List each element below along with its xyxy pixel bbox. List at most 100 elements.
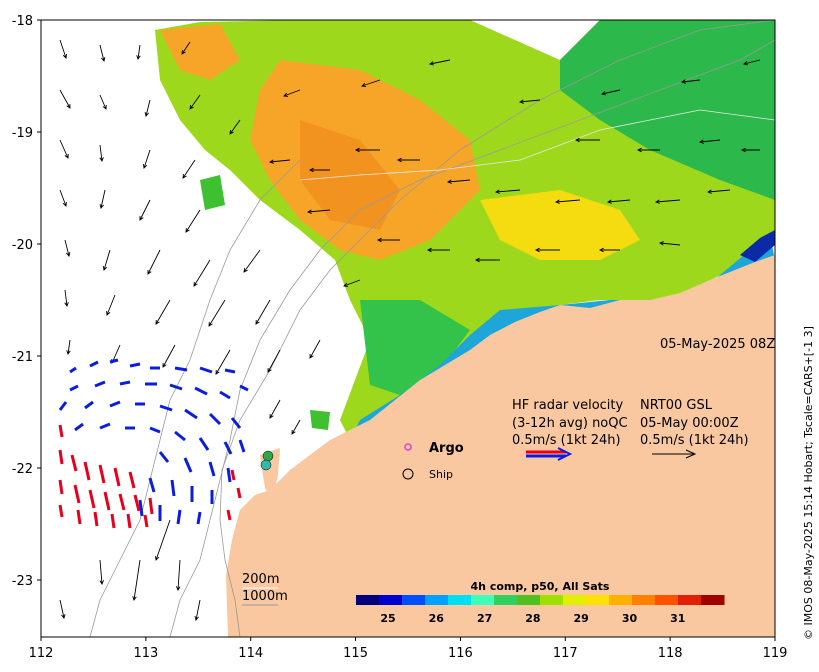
model-arrow [655, 199, 681, 204]
model-arrow [255, 299, 271, 325]
model-arrow [601, 89, 621, 96]
model-arrow [307, 209, 331, 214]
radar-vector [194, 386, 208, 396]
model-arrow [291, 419, 301, 435]
radar-vector [230, 417, 242, 429]
colorbar-swatch [402, 595, 426, 605]
colorbar-swatch [586, 595, 610, 605]
hf-radar-vectors-blue [58, 358, 249, 525]
argo-marker-icon [404, 443, 412, 451]
y-tick-label: -22 [12, 462, 33, 477]
radar-vector [208, 412, 222, 426]
ship-marker-icon [402, 468, 414, 480]
sst-colorbar [356, 595, 725, 605]
model-arrow [99, 44, 106, 62]
radar-vector [58, 424, 64, 438]
australian-coastline-land [226, 255, 775, 637]
radar-vector [238, 439, 246, 453]
colorbar-ticks: 25 26 27 28 29 30 31 [380, 612, 685, 625]
colorbar-swatch [701, 595, 725, 605]
hf-legend-line2: (3-12h avg) noQC [512, 416, 628, 431]
radar-vector [159, 404, 173, 412]
model-arrow [309, 339, 321, 359]
model-arrow [599, 247, 620, 253]
radar-vector [110, 513, 116, 529]
model-arrow [66, 339, 71, 355]
model-arrow [397, 157, 420, 163]
model-arrow [59, 599, 66, 619]
x-tick-label: 115 [343, 646, 368, 661]
hf-radar-vectors-red [58, 424, 242, 529]
model-arrow [142, 149, 151, 169]
colorbar-tick-label: 30 [622, 612, 638, 625]
model-arrow [475, 257, 500, 263]
radar-vector [219, 390, 231, 400]
model-arrow [189, 94, 201, 110]
y-tick-label: -19 [12, 126, 33, 141]
model-arrow [64, 289, 69, 307]
nrt-legend-arrow [652, 449, 697, 459]
radar-vector [58, 449, 64, 465]
model-arrow [269, 159, 291, 164]
model-arrow [267, 349, 281, 373]
model-arrow [215, 349, 231, 375]
model-arrow [269, 399, 281, 419]
radar-vector [76, 509, 82, 525]
radar-vector [224, 368, 236, 374]
colorbar-swatch [540, 595, 564, 605]
x-tick-label: 114 [238, 646, 263, 661]
model-arrow [99, 189, 106, 209]
model-arrow [64, 239, 71, 257]
model-arrow [555, 199, 581, 204]
radar-vector [84, 400, 94, 410]
model-arrow [607, 199, 631, 204]
model-arrow [283, 89, 301, 97]
model-arrow [155, 299, 171, 325]
colorbar-swatch [356, 595, 380, 605]
model-arrow [229, 119, 241, 135]
radar-vector [69, 366, 77, 374]
model-arrow [208, 299, 226, 327]
colorbar-tick-label: 27 [477, 612, 492, 625]
model-arrow [182, 159, 196, 179]
model-arrow [427, 247, 450, 253]
radar-vector [126, 513, 132, 529]
radar-vector [149, 426, 161, 434]
radar-vector [226, 509, 232, 521]
radar-vector [133, 494, 141, 512]
radar-vector [148, 477, 156, 493]
colorbar-tick-label: 31 [670, 612, 685, 625]
radar-vector [143, 514, 149, 528]
model-arrow [575, 137, 600, 143]
model-arrow [741, 147, 760, 153]
radar-vector [169, 383, 183, 391]
radar-vector [58, 479, 64, 495]
colorbar-tick-label: 28 [525, 612, 540, 625]
model-arrow [361, 79, 381, 88]
hf-legend-arrow [526, 447, 573, 461]
radar-vector [118, 493, 126, 511]
radar-vector [184, 408, 198, 420]
teal-marker [260, 459, 272, 471]
model-arrow [495, 189, 521, 194]
ship-label: Ship [429, 468, 453, 481]
y-tick-label: -18 [12, 14, 33, 29]
radar-vector [103, 491, 111, 511]
x-tick-label: 119 [763, 646, 788, 661]
radar-vector [69, 384, 79, 392]
model-arrow [377, 237, 400, 243]
x-tick-label: 112 [29, 646, 54, 661]
radar-vector [148, 497, 154, 515]
radar-vector [199, 366, 213, 374]
colorbar-swatch [609, 595, 633, 605]
model-arrow [193, 259, 211, 287]
model-arrow [59, 189, 67, 207]
x-tick-label: 116 [448, 646, 473, 661]
model-arrow [681, 79, 701, 84]
radar-vector [58, 504, 64, 518]
radar-vector [98, 464, 106, 484]
radar-vector [230, 469, 236, 481]
model-current-arrows [59, 39, 761, 621]
model-arrow [162, 344, 176, 368]
colorbar-swatch [517, 595, 541, 605]
